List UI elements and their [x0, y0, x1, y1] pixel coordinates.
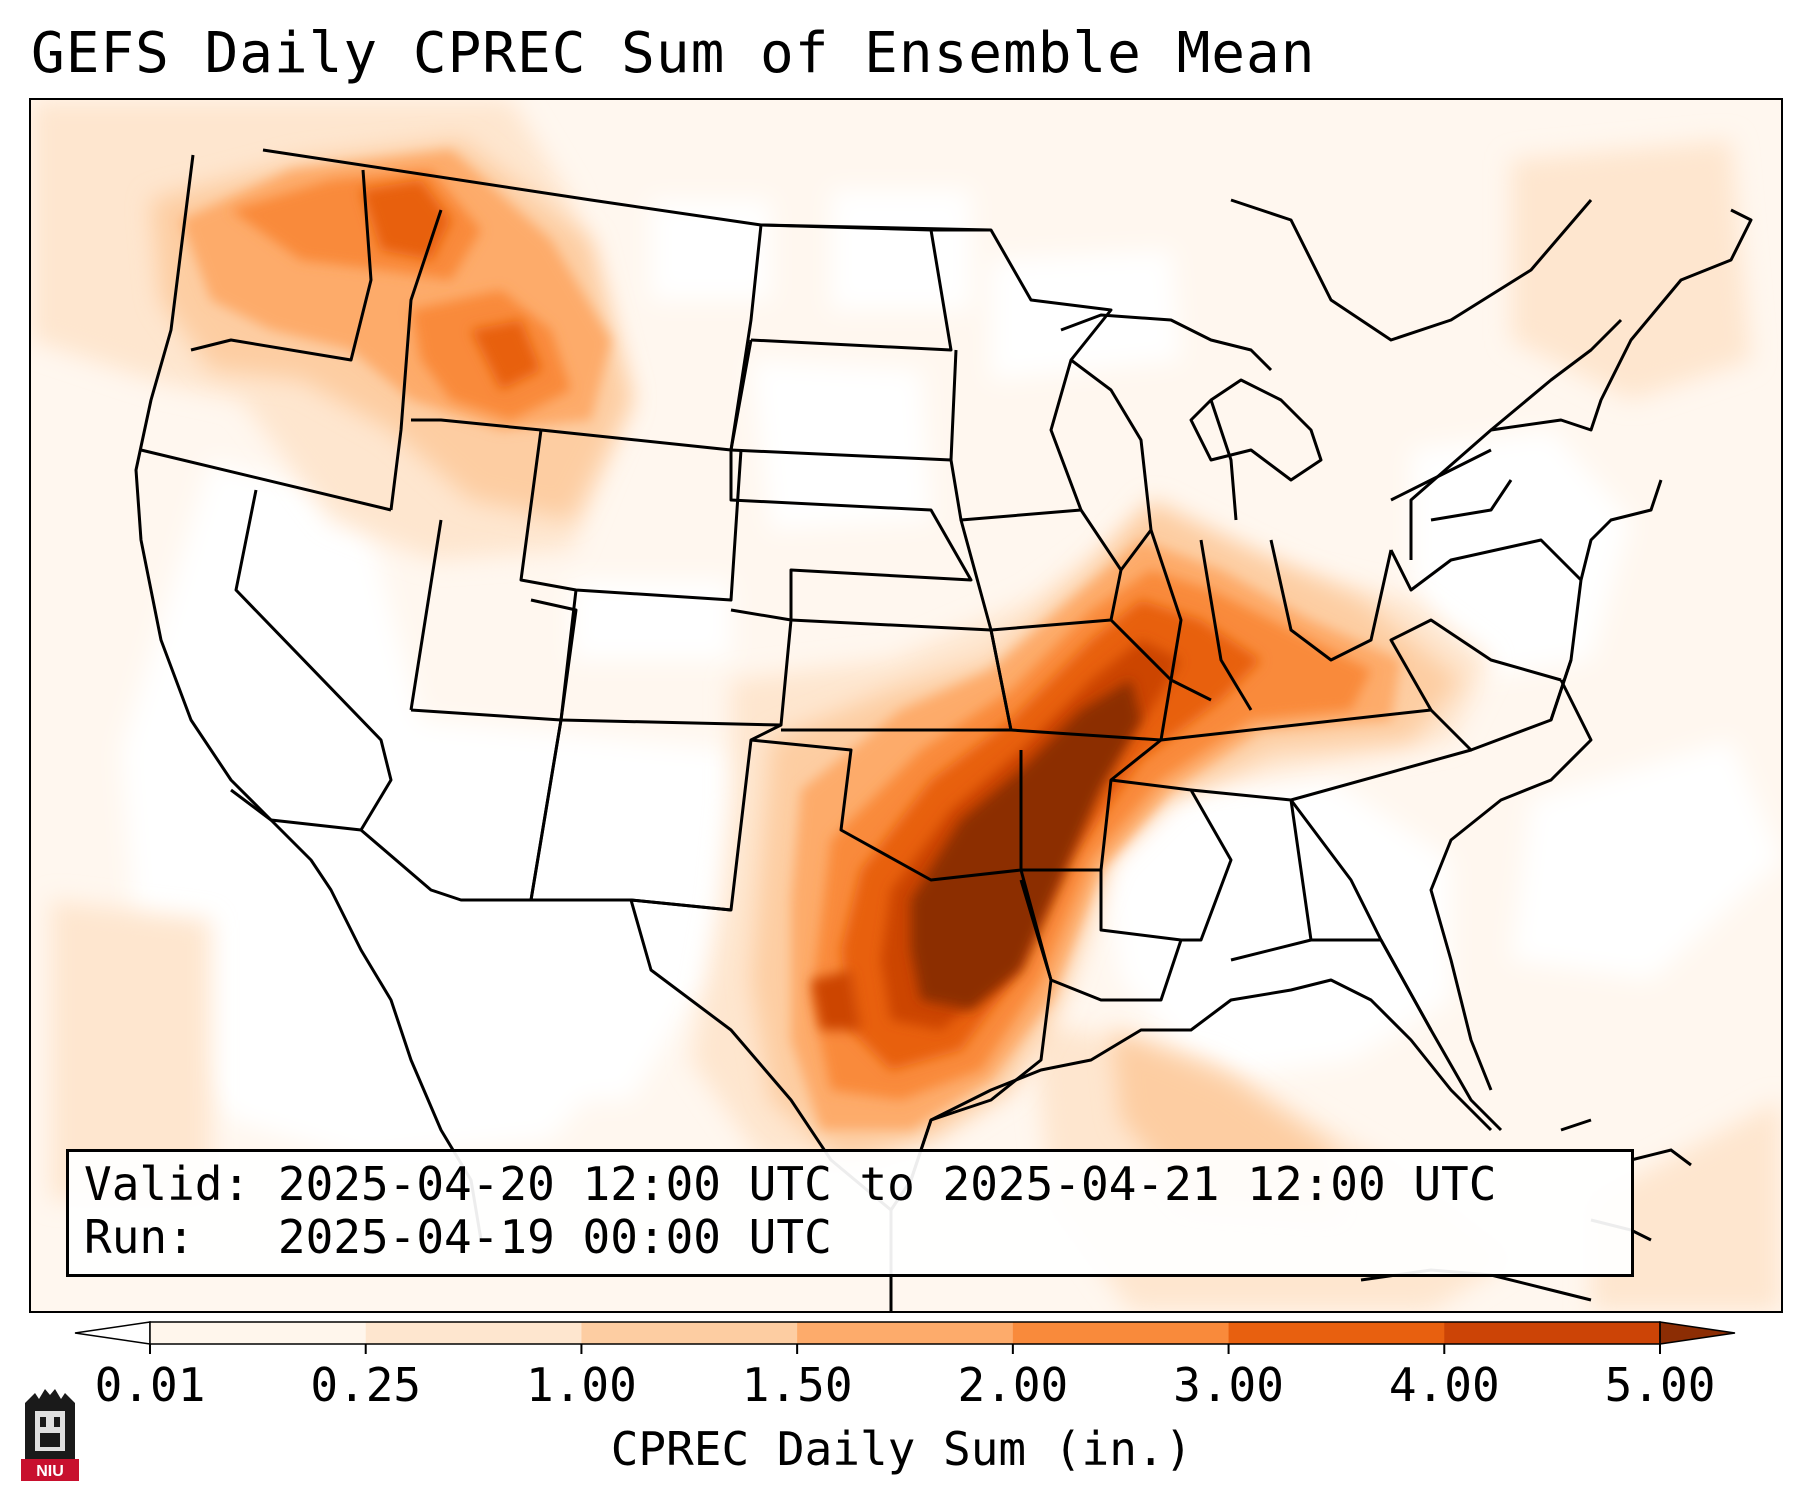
colorbar-tick-label: 3.00: [1173, 1358, 1284, 1412]
colorbar-tick-label: 0.01: [94, 1358, 206, 1412]
colorbar-tick-label: 2.00: [957, 1358, 1069, 1412]
colorbar-segment: [1012, 1322, 1230, 1344]
colorbar-tick-label: 5.00: [1604, 1358, 1716, 1412]
precip-band-5-00: [911, 680, 1141, 1010]
valid-value: 2025-04-20 12:00 UTC to 2025-04-21 12:00…: [277, 1157, 1497, 1211]
colorbar-ticks: [149, 1344, 1661, 1354]
colorbar-segment: [365, 1322, 582, 1344]
colorbar-tick-label: 1.50: [741, 1358, 853, 1412]
colorbar: [74, 1321, 1736, 1354]
map-title: GEFS Daily CPREC Sum of Ensemble Mean: [31, 21, 1316, 86]
valid-label: Valid:: [84, 1157, 251, 1211]
colorbar-label: CPREC Daily Sum (in.): [610, 1422, 1193, 1476]
colorbar-segment: [581, 1322, 798, 1344]
colorbar-tick-label: 0.25: [310, 1358, 422, 1412]
colorbar-tick-label: 1.00: [526, 1358, 637, 1412]
map-canvas: [31, 100, 1781, 1311]
precipitation-map: [29, 98, 1783, 1313]
validity-info-box: Valid: 2025-04-20 12:00 UTC to 2025-04-2…: [66, 1149, 1634, 1277]
colorbar-under-arrow: [74, 1321, 151, 1345]
colorbar-segment: [1444, 1322, 1661, 1344]
run-label: Run:: [84, 1210, 195, 1264]
logo-band: [21, 1459, 79, 1481]
colorbar-over-arrow: [1659, 1321, 1736, 1345]
state-borders: [134, 148, 1753, 1311]
colorbar-segment: [797, 1322, 1014, 1344]
colorbar-tick-label: 4.00: [1388, 1358, 1500, 1412]
colorbar-segments: [74, 1321, 1736, 1345]
colorbar-segment: [150, 1322, 367, 1344]
logo-text: NIU: [36, 1463, 64, 1480]
colorbar-segment: [1228, 1322, 1445, 1344]
run-value: 2025-04-19 00:00 UTC: [277, 1210, 832, 1264]
run-row: Run: 2025-04-19 00:00 UTC: [84, 1211, 1631, 1264]
niu-logo: NIU: [21, 1389, 79, 1481]
colorbar-outline: [149, 1321, 1661, 1345]
valid-row: Valid: 2025-04-20 12:00 UTC to 2025-04-2…: [84, 1158, 1631, 1211]
